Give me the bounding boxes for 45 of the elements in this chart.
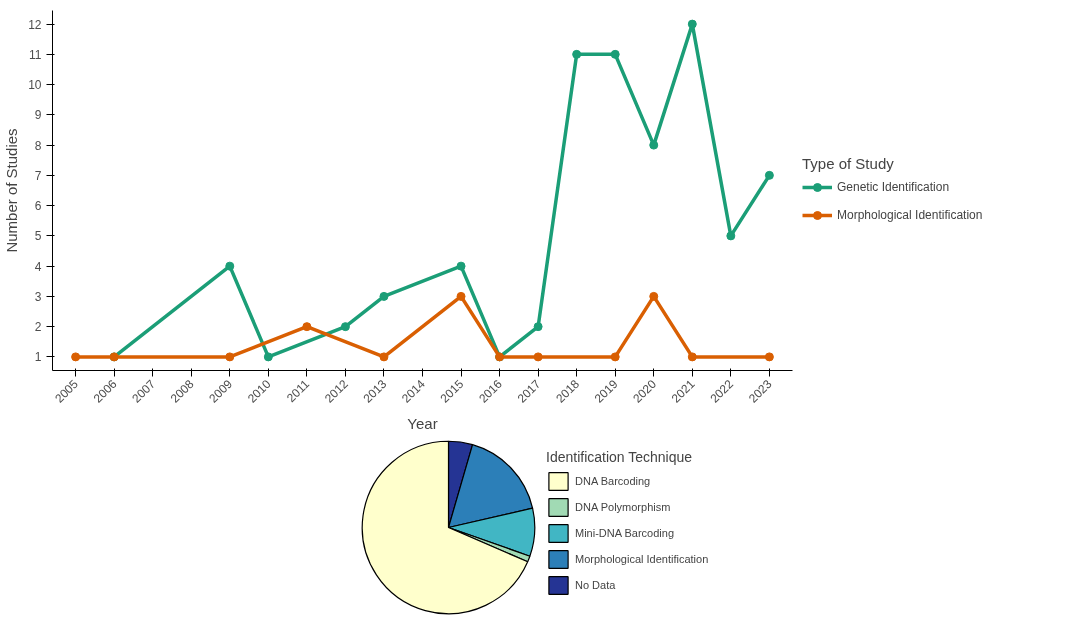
- y-tick-label: 4: [34, 259, 42, 274]
- y-axis-title: Number of Studies: [3, 128, 21, 253]
- x-axis-title: Year: [407, 414, 438, 432]
- point: [379, 291, 389, 301]
- point: [572, 49, 582, 59]
- point: [302, 322, 312, 332]
- y-tick-label: 10: [28, 78, 42, 93]
- y-tick-label: 8: [34, 138, 42, 153]
- point: [610, 49, 620, 59]
- point: [263, 352, 273, 362]
- point: [726, 231, 736, 241]
- y-tick-label: 5: [34, 229, 42, 244]
- point: [764, 352, 774, 362]
- legend-label: DNA Polymorphism: [575, 501, 671, 513]
- y-tick-label: 7: [34, 168, 42, 183]
- legend-label: Morphological Identification: [837, 208, 983, 222]
- y-tick-label: 1: [34, 350, 42, 365]
- y-tick-label: 11: [29, 47, 42, 62]
- y-tick-label: 6: [34, 199, 42, 214]
- point: [225, 261, 235, 271]
- point: [649, 140, 659, 150]
- legend-label: Morphological Identification: [575, 553, 709, 565]
- legend-label: Mini-DNA Barcoding: [575, 527, 675, 539]
- legend-label: No Data: [575, 579, 616, 591]
- point: [687, 19, 697, 29]
- y-tick-label: 9: [34, 108, 42, 123]
- y-tick-label: 12: [28, 17, 42, 32]
- y-tick-label: 3: [34, 289, 42, 304]
- point: [71, 352, 81, 362]
- point: [687, 352, 697, 362]
- point: [533, 322, 543, 332]
- point: [533, 352, 543, 362]
- legend-title: Type of Study: [802, 155, 895, 172]
- legend-label: Genetic Identification: [837, 180, 950, 194]
- legend-title: Identification Technique: [546, 449, 694, 465]
- point: [764, 170, 774, 180]
- y-tick-label: 2: [34, 320, 42, 335]
- point: [456, 261, 466, 271]
- point: [610, 352, 620, 362]
- point: [225, 352, 235, 362]
- legend-label: DNA Barcoding: [575, 475, 651, 487]
- point: [456, 291, 466, 301]
- point: [649, 291, 659, 301]
- point: [379, 352, 389, 362]
- point: [340, 322, 350, 332]
